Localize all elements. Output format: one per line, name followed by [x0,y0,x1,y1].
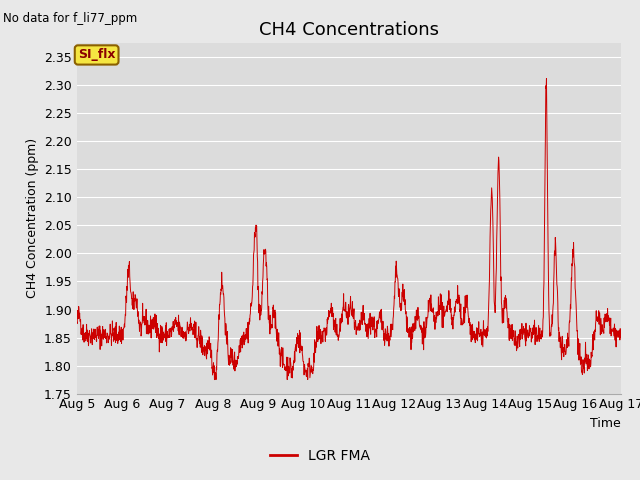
Text: No data for f_li77_ppm: No data for f_li77_ppm [3,12,138,25]
Legend: LGR FMA: LGR FMA [264,443,376,468]
Y-axis label: CH4 Concentration (ppm): CH4 Concentration (ppm) [26,138,38,299]
Title: CH4 Concentrations: CH4 Concentrations [259,21,439,39]
Text: SI_flx: SI_flx [78,48,115,61]
X-axis label: Time: Time [590,417,621,430]
